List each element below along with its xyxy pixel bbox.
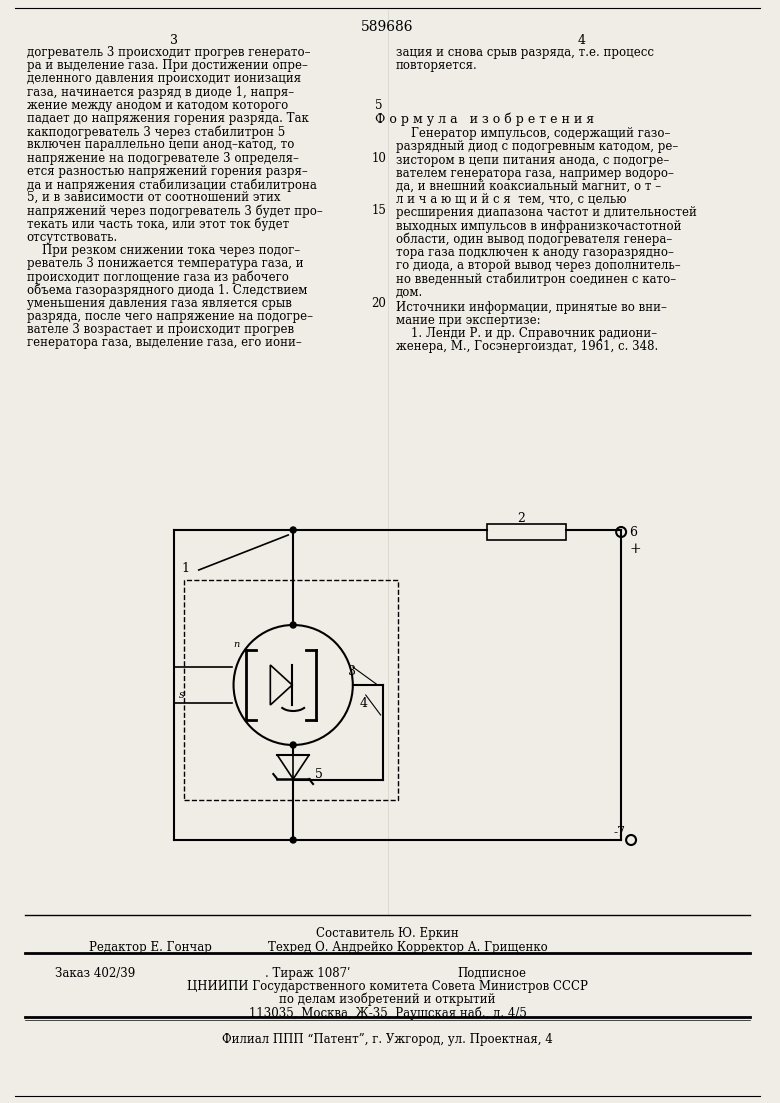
- Text: +: +: [629, 542, 640, 556]
- Text: реватель 3 понижается температура газа, и: реватель 3 понижается температура газа, …: [27, 257, 303, 270]
- Text: ЦНИИПИ Государственного комитета Совета Министров СССР: ЦНИИПИ Государственного комитета Совета …: [187, 979, 588, 993]
- Text: деленного давления происходит ионизация: деленного давления происходит ионизация: [27, 73, 301, 85]
- Text: го диода, а второй вывод через дополнитель–: го диода, а второй вывод через дополните…: [395, 259, 680, 272]
- Text: зация и снова срыв разряда, т.е. процесс: зация и снова срыв разряда, т.е. процесс: [395, 46, 654, 58]
- Text: . Тираж 1087ʹ: . Тираж 1087ʹ: [265, 967, 351, 979]
- Text: 3: 3: [348, 665, 356, 678]
- Text: жение между анодом и катодом которого: жение между анодом и катодом которого: [27, 99, 288, 111]
- Text: женера, М., Госэнергоиздат, 1961, с. 348.: женера, М., Госэнергоиздат, 1961, с. 348…: [395, 341, 658, 353]
- Text: зистором в цепи питания анода, с подогре–: зистором в цепи питания анода, с подогре…: [395, 153, 668, 167]
- Text: -7: -7: [613, 826, 626, 839]
- Text: какподогреватель 3 через стабилитрон 5: какподогреватель 3 через стабилитрон 5: [27, 126, 285, 139]
- Text: ресширения диапазона частот и длительностей: ресширения диапазона частот и длительнос…: [395, 206, 697, 219]
- Text: n: n: [233, 640, 239, 649]
- Text: области, один вывод подогревателя генера–: области, один вывод подогревателя генера…: [395, 233, 672, 246]
- Text: объема газоразрядного диода 1. Следствием: объема газоразрядного диода 1. Следствие…: [27, 283, 307, 297]
- Bar: [487, 524, 566, 540]
- Text: 15: 15: [371, 204, 386, 217]
- Text: текать или часть тока, или этот ток будет: текать или часть тока, или этот ток буде…: [27, 217, 289, 232]
- Text: При резком снижении тока через подог–: При резком снижении тока через подог–: [27, 244, 300, 257]
- Text: генератора газа, выделение газа, его иони–: генератора газа, выделение газа, его ион…: [27, 336, 302, 350]
- Text: падает до напряжения горения разряда. Так: падает до напряжения горения разряда. Та…: [27, 113, 309, 125]
- Text: газа, начинается разряд в диоде 1, напря–: газа, начинается разряд в диоде 1, напря…: [27, 86, 294, 98]
- Text: 113035, Москва, Ж-35, Раушская наб., д. 4/5: 113035, Москва, Ж-35, Раушская наб., д. …: [249, 1006, 526, 1019]
- Text: дом.: дом.: [395, 286, 423, 299]
- Text: 1. Ленди Р. и др. Справочник радиони–: 1. Ленди Р. и др. Справочник радиони–: [395, 328, 657, 340]
- Text: напряжений через подогреватель 3 будет про–: напряжений через подогреватель 3 будет п…: [27, 204, 323, 218]
- Text: 1: 1: [182, 563, 190, 575]
- Text: по делам изобретений и открытий: по делам изобретений и открытий: [279, 993, 496, 1007]
- Text: догреватель 3 происходит прогрев генерато–: догреватель 3 происходит прогрев генерат…: [27, 46, 310, 58]
- Text: но введенный стабилитрон соединен с като–: но введенный стабилитрон соединен с като…: [395, 272, 675, 286]
- Text: повторяется.: повторяется.: [395, 60, 477, 72]
- Text: 2: 2: [517, 512, 525, 525]
- Text: 5: 5: [315, 768, 323, 781]
- Text: выходных импульсов в инфранизкочастотной: выходных импульсов в инфранизкочастотной: [395, 219, 681, 233]
- Text: Составитель Ю. Еркин: Составитель Ю. Еркин: [316, 927, 459, 940]
- Text: Подписное: Подписное: [457, 967, 526, 979]
- Text: уменьшения давления газа является срыв: уменьшения давления газа является срыв: [27, 297, 292, 310]
- Text: 4: 4: [577, 34, 585, 47]
- Text: Источники информации, принятые во вни–: Источники информации, принятые во вни–: [395, 301, 666, 313]
- Text: Филиал ППП “Патент”, г. Ужгород, ул. Проектная, 4: Филиал ППП “Патент”, г. Ужгород, ул. Про…: [222, 1034, 553, 1046]
- Text: разрядный диод с подогревным катодом, ре–: разрядный диод с подогревным катодом, ре…: [395, 140, 678, 153]
- Text: тора газа подключен к аноду газоразрядно–: тора газа подключен к аноду газоразрядно…: [395, 246, 673, 259]
- Circle shape: [290, 742, 296, 748]
- Text: Заказ 402/39: Заказ 402/39: [55, 967, 135, 979]
- Text: 20: 20: [371, 297, 386, 310]
- Text: разряда, после чего напряжение на подогре–: разряда, после чего напряжение на подогр…: [27, 310, 313, 323]
- Circle shape: [290, 527, 296, 533]
- Text: 10: 10: [371, 151, 386, 164]
- Text: Генератор импульсов, содержащий газо–: Генератор импульсов, содержащий газо–: [395, 127, 670, 140]
- Text: Ф о р м у л а   и з о б р е т е н и я: Ф о р м у л а и з о б р е т е н и я: [375, 113, 594, 126]
- Text: 4: 4: [360, 697, 367, 710]
- Text: да, и внешний коаксиальный магнит, о т –: да, и внешний коаксиальный магнит, о т –: [395, 180, 661, 193]
- Text: включен параллельно цепи анод–катод, то: включен параллельно цепи анод–катод, то: [27, 138, 294, 151]
- Circle shape: [290, 622, 296, 628]
- Text: 589686: 589686: [361, 20, 414, 34]
- Text: происходит поглощение газа из рабочего: происходит поглощение газа из рабочего: [27, 270, 289, 283]
- Text: л и ч а ю щ и й с я  тем, что, с целью: л и ч а ю щ и й с я тем, что, с целью: [395, 193, 626, 206]
- Text: ра и выделение газа. При достижении опре–: ра и выделение газа. При достижении опре…: [27, 60, 307, 72]
- Text: 6: 6: [629, 526, 637, 539]
- Text: 3: 3: [170, 34, 178, 47]
- Circle shape: [290, 837, 296, 843]
- Text: Техред О. Андрейко Корректор А. Грищенко: Техред О. Андрейко Корректор А. Грищенко: [268, 941, 548, 954]
- Text: ется разностью напряжений горения разря–: ется разностью напряжений горения разря–: [27, 164, 307, 178]
- Text: отсутствовать.: отсутствовать.: [27, 231, 118, 244]
- Text: 5: 5: [375, 99, 382, 111]
- Text: вателе 3 возрастает и происходит прогрев: вателе 3 возрастает и происходит прогрев: [27, 323, 294, 336]
- Text: 5, и в зависимости от соотношений этих: 5, и в зависимости от соотношений этих: [27, 191, 280, 204]
- Bar: [184, 580, 398, 800]
- Text: s: s: [179, 690, 185, 700]
- Text: вателем генератора газа, например водоро–: вателем генератора газа, например водоро…: [395, 167, 673, 180]
- Text: да и напряжения стабилизации стабилитрона: да и напряжения стабилизации стабилитрон…: [27, 178, 317, 192]
- Text: напряжение на подогревателе 3 определя–: напряжение на подогревателе 3 определя–: [27, 151, 299, 164]
- Text: Редактор Е. Гончар: Редактор Е. Гончар: [90, 941, 212, 954]
- Text: мание при экспертизе:: мание при экспертизе:: [395, 314, 541, 326]
